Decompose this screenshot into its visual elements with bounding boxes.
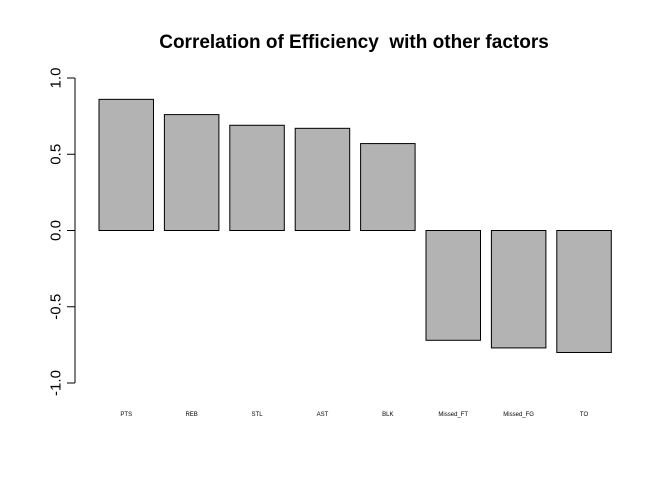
chart-title: Correlation of Efficiency with other fac… [159, 32, 549, 53]
x-tick-label: Missed_FT [438, 412, 468, 418]
bar-to [556, 230, 612, 353]
bar-pts [98, 98, 154, 231]
x-tick-label: AST [317, 412, 329, 418]
bar-ast [294, 127, 351, 231]
y-tick-label: -1.0 [48, 370, 65, 396]
bar-blk [360, 143, 416, 231]
bars [98, 98, 612, 353]
bar-reb [163, 114, 220, 231]
x-tick-label: REB [185, 412, 197, 418]
x-tick-label: TO [580, 412, 589, 418]
y-axis: -1.0 -0.5 0.0 0.5 1.0 [48, 68, 76, 396]
x-tick-label: STL [252, 412, 264, 418]
x-tick-label: PTS [120, 412, 132, 418]
y-tick-label: -0.5 [48, 294, 65, 320]
bar-stl [229, 124, 285, 231]
bar-missed-fg [490, 230, 547, 349]
y-tick-label: 0.5 [48, 144, 65, 165]
y-tick-label: 0.0 [48, 220, 65, 241]
x-tick-label: BLK [382, 412, 393, 418]
x-tick-label: Missed_FG [503, 412, 534, 418]
bar-missed-ft [425, 230, 481, 341]
y-tick-label: 1.0 [48, 68, 65, 89]
x-axis-labels: PTS REB STL AST BLK Missed_FT Missed_FG TO [120, 412, 588, 418]
